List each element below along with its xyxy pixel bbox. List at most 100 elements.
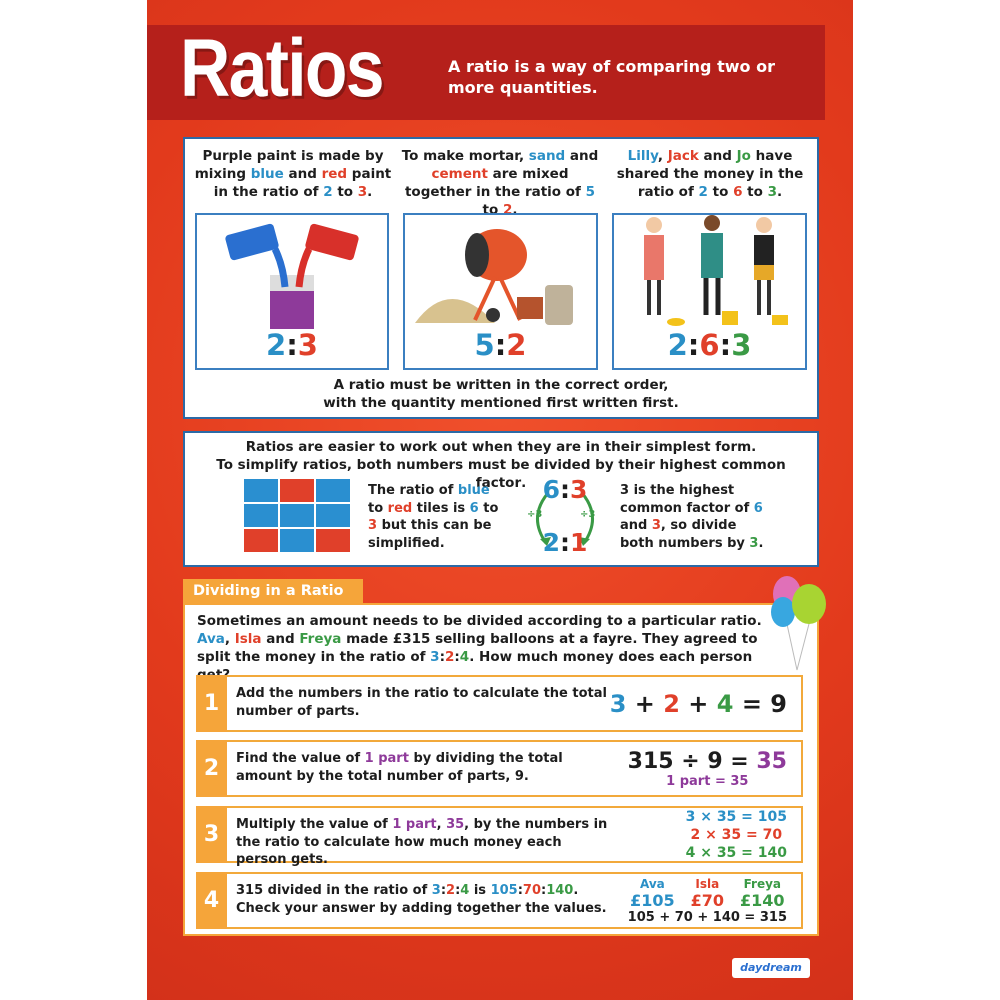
text-segment: 3 (430, 649, 440, 665)
ratio: 5:2 (405, 328, 596, 362)
text-segment: . Check your answer by adding together t… (236, 883, 607, 916)
text-segment: Find the value of (236, 751, 365, 766)
text-segment: 2 (446, 883, 456, 898)
text-segment: 3 (357, 184, 368, 200)
text-segment: by dividing the total amount by the tota… (236, 751, 563, 784)
text-segment: 3 (297, 328, 318, 362)
coins (667, 318, 685, 326)
tile (278, 478, 316, 504)
subtitle: A ratio is a way of comparing two or mor… (448, 57, 775, 97)
text-segment: blue (250, 166, 284, 182)
text-segment: , so divide both numbers by (620, 518, 750, 551)
balloon (771, 597, 795, 627)
example-text: To make mortar, sand and cement are mixe… (400, 147, 600, 219)
share-name: Isla (695, 876, 720, 891)
paint-can (270, 287, 314, 329)
text-segment: 4 (716, 689, 734, 718)
share-amount: £105 (630, 890, 675, 910)
text-segment: to (742, 184, 768, 200)
text-segment: 35 (756, 748, 787, 774)
text-segment: and (283, 166, 322, 182)
text-segment: + (679, 689, 717, 718)
example-text: Purple paint is made by mixing blue and … (193, 147, 393, 201)
tile (243, 478, 280, 504)
text-segment: 3 (570, 475, 588, 504)
head (756, 217, 772, 233)
text-segment: 3 (731, 328, 752, 362)
blue-can (225, 223, 279, 261)
text-segment: : (494, 328, 507, 362)
text-segment: 6 (733, 184, 743, 200)
text-segment: : (719, 328, 732, 362)
text-segment: 2 (542, 528, 560, 557)
text-segment: to (478, 500, 499, 516)
text-segment: 6 (542, 475, 560, 504)
text-segment: 6 (753, 500, 763, 516)
order-note: A ratio must be written in the correct o… (193, 376, 809, 412)
step-work: Ava £105 Isla £70 Freya £140 105 + 70 + 140… (628, 874, 787, 927)
text-segment: Isla (234, 631, 262, 647)
work-line: 2 × 35 = 70 (690, 826, 782, 844)
text-segment: red (387, 500, 413, 516)
legs (757, 280, 771, 315)
text-segment: 2 (502, 202, 513, 218)
paint-illustration (225, 223, 359, 329)
text-segment: cement (431, 166, 488, 182)
tile (243, 527, 280, 554)
cement-bag (545, 285, 573, 325)
text-segment: To simplify ratios, both numbers must be (216, 457, 535, 473)
text-segment: selling balloons at a fayre. They agreed… (197, 631, 758, 665)
ratio-before: 6:3 (520, 475, 610, 504)
image-box: 2:6:3 (612, 213, 807, 370)
step-number: 3 (196, 806, 227, 863)
legs (647, 280, 661, 315)
step-text: Multiply the value of 1 part, 35, by the… (236, 816, 616, 869)
text-segment: sand (528, 148, 566, 164)
person-jo (754, 235, 774, 265)
text-segment: 2 (323, 184, 333, 200)
tile (278, 527, 316, 554)
intro-line: To simplify ratios, both numbers must be… (190, 456, 812, 492)
text-segment: £315 (392, 631, 431, 647)
mixer-legs (473, 276, 522, 321)
text-segment: to (368, 500, 388, 516)
text-segment: divided by their highest common factor (475, 457, 786, 491)
text-segment: 4 (460, 883, 470, 898)
red-pour (295, 247, 313, 288)
ratio: 2:6:3 (614, 328, 805, 362)
text-segment: : (560, 528, 570, 557)
text-segment: red (321, 166, 348, 182)
share: Ava £105 (630, 877, 675, 910)
text-segment: 3 (620, 483, 630, 498)
step-work: 315 ÷ 9 = 35 1 part = 35 (628, 742, 787, 795)
text-segment: 2 (444, 649, 455, 665)
note-line: with the quantity mentioned first writte… (193, 394, 809, 412)
ratio-after: 2:1 (520, 528, 610, 557)
text-segment: . (777, 184, 783, 200)
text-segment: : (455, 883, 461, 898)
text-segment: are mixed together in the ratio of (404, 166, 586, 200)
text-segment: 315 divided in the ratio of (236, 883, 432, 898)
person-jack (701, 233, 723, 278)
section-tab: Dividing in a Ratio (183, 579, 363, 604)
simplify-intro: Ratios are easier to work out when they … (190, 438, 812, 492)
step: 2 Find the value of 1 part by dividing t… (196, 740, 803, 797)
text-segment: 140 (546, 883, 574, 898)
shares: Ava £105 Isla £70 Freya £140 (630, 877, 784, 910)
share-name: Ava (639, 876, 665, 891)
tile (314, 527, 351, 554)
text-segment: 2 (506, 328, 527, 362)
text-segment: : (517, 883, 523, 898)
text-segment: Lilly (627, 148, 658, 164)
dividing-intro: Sometimes an amount needs to be divided … (197, 612, 787, 684)
text-segment: 1 part = 35 (666, 773, 749, 789)
skirt (754, 265, 774, 280)
text-segment: The ratio of (368, 483, 458, 498)
text-segment: to (707, 184, 734, 200)
text-segment: 35 (446, 817, 465, 832)
people-illustration (644, 215, 788, 326)
image-box: 2:3 (195, 213, 389, 370)
text-segment: 3 (368, 518, 378, 533)
text-segment: : (687, 328, 700, 362)
